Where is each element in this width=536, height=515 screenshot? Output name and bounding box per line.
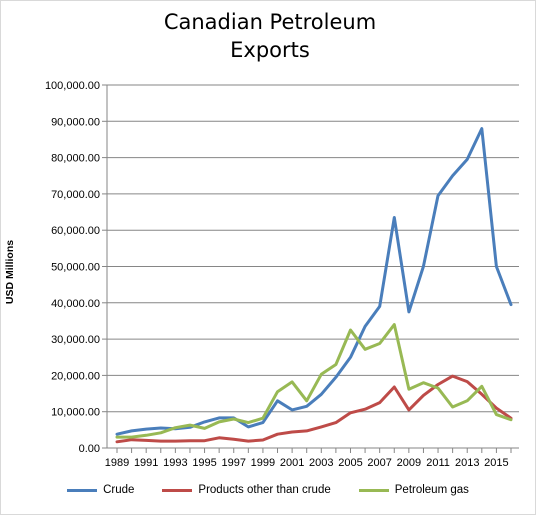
legend-swatch-products [162, 488, 193, 492]
y-tick-label: 0.00 [79, 443, 100, 455]
y-tick-label: 100,000.00 [45, 80, 100, 92]
x-tick-label: 2011 [426, 457, 450, 469]
y-tick-label: 80,000.00 [51, 153, 100, 165]
series-line-petroleum-gas [115, 323, 513, 439]
legend-swatch-petroleum-gas [358, 488, 389, 492]
chart-title: Canadian Petroleum Exports [60, 8, 480, 64]
x-tick-label: 1989 [105, 457, 129, 469]
x-tick-label: 1991 [134, 457, 158, 469]
y-tick-label: 20,000.00 [51, 370, 100, 382]
y-tick-label: 40,000.00 [51, 298, 100, 310]
legend-label-petroleum-gas: Petroleum gas [394, 484, 469, 496]
legend-item-crude: Crude [67, 484, 134, 496]
legend-swatch-crude [67, 488, 98, 492]
y-tick-label: 10,000.00 [51, 407, 100, 419]
x-tick-label: 2005 [338, 457, 362, 469]
legend-item-petroleum-gas: Petroleum gas [358, 484, 469, 496]
legend-label-crude: Crude [103, 484, 135, 496]
series-line-crude [115, 127, 513, 436]
y-tick-label: 70,000.00 [51, 189, 100, 201]
legend: Crude Products other than crude Petroleu… [0, 484, 536, 496]
y-tick-label: 50,000.00 [51, 262, 100, 274]
x-tick-label: 2015 [484, 457, 508, 469]
y-tick-label: 30,000.00 [51, 334, 100, 346]
chart-title-line-1: Canadian Petroleum [163, 10, 377, 34]
x-tick-label: 2013 [455, 457, 479, 469]
x-tick-label: 2007 [367, 457, 391, 469]
x-tick-label: 1997 [221, 457, 245, 469]
chart-title-line-2: Exports [230, 38, 310, 62]
x-tick-label: 2009 [397, 457, 421, 469]
x-tick-label: 2001 [280, 457, 304, 469]
series-line-products-other-than-crude [115, 374, 513, 444]
legend-item-products: Products other than crude [162, 484, 331, 496]
x-tick-label: 2003 [309, 457, 333, 469]
x-tick-label: 1995 [192, 457, 216, 469]
y-tick-label: 60,000.00 [51, 225, 100, 237]
y-tick-label: 90,000.00 [51, 116, 100, 128]
legend-label-products: Products other than crude [198, 484, 331, 496]
x-tick-label: 1999 [251, 457, 275, 469]
x-tick-label: 1993 [163, 457, 187, 469]
